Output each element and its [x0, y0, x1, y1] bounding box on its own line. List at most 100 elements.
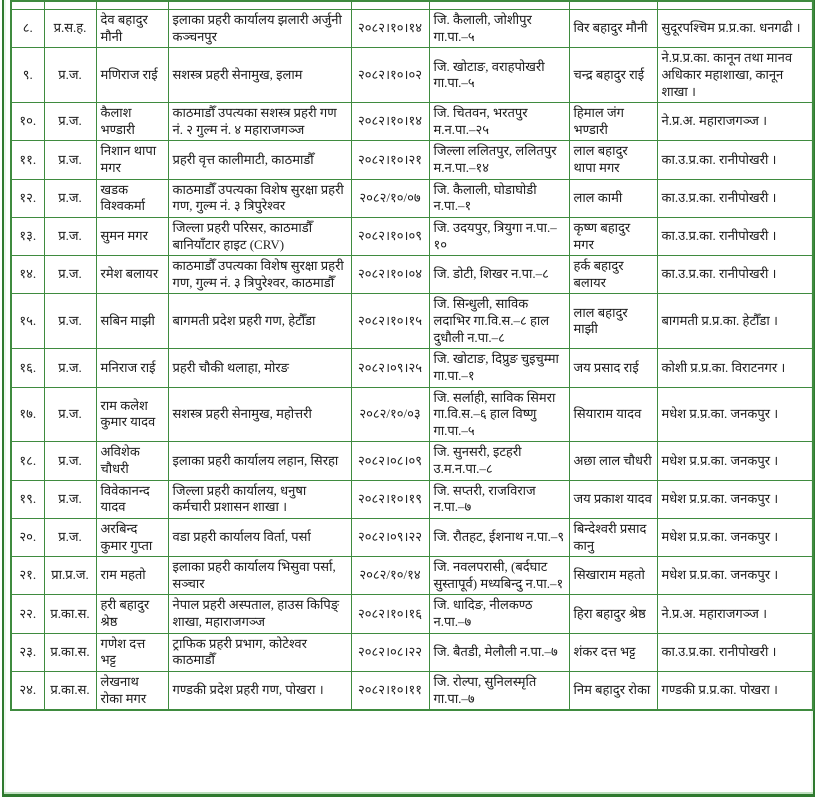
cell-office: नेपाल प्रहरी अस्पताल, हाउस किपिङ् शाखा, …: [167, 594, 352, 634]
cell-relative_name: चन्द्र बहादुर राई: [568, 47, 658, 104]
cell-rank: प्र.ज.: [43, 140, 97, 180]
table-row: १३. प्र.ज. सुमन मगर जिल्ला प्रहरी परिसर, का…: [10, 216, 814, 257]
cell-sn: ११.: [10, 140, 45, 180]
cell-name: मणिराज राई: [95, 47, 169, 104]
cell-relative_name: लाल बहादुर थापा मगर: [568, 140, 658, 180]
cell-name: मनिराज राई: [95, 348, 169, 388]
cell-sn: ८.: [10, 8, 45, 49]
cell-posting: गण्डकी प्र.प्र.का. पोखरा ।: [656, 670, 814, 711]
cell-date: २०८२।१०।०४: [350, 255, 430, 295]
cell-relative_name: लाल बहादुर माझी: [568, 293, 658, 350]
cell-sn: १४.: [10, 255, 45, 295]
cell-date: २०८२।१०।१६: [350, 594, 430, 634]
cell-date: २०८२।१०।०२: [350, 47, 430, 104]
partial-cell: [656, 1, 814, 10]
cell-office: काठमाडौँ उपत्यका विशेष सुरक्षा प्रहरी गण…: [167, 255, 352, 295]
cell-name: विवेकानन्द यादव: [95, 479, 169, 519]
cell-date: २०८२।१०।१५: [350, 293, 430, 350]
cell-name: लेखनाथ रोका मगर: [95, 670, 169, 711]
cell-office: प्रहरी वृत्त कालीमाटी, काठमाडौँ: [167, 140, 352, 180]
cell-office: काठमाडौँ उपत्यका सशस्त्र प्रहरी गण नं. २…: [167, 102, 352, 142]
cell-name: खडक विश्वकर्मा: [95, 178, 169, 218]
cell-relative_name: बिन्देश्वरी प्रसाद कानु: [568, 517, 658, 558]
cell-date: २०८२/१०/०३: [350, 386, 430, 443]
cell-address: जि. चितवन, भरतपुर म.न.पा.–२५: [428, 102, 570, 142]
cell-date: २०८२।०८।०९: [350, 441, 430, 481]
cell-relative_name: सिखाराम महतो: [568, 556, 658, 596]
cell-rank: प्र.ज.: [43, 479, 97, 519]
cell-posting: ने.प्र.प्र.का. कानून तथा मानव अधिकार महा…: [656, 47, 814, 104]
cell-rank: प्र.ज.: [43, 348, 97, 388]
cell-relative_name: कृष्ण बहादुर मगर: [568, 216, 658, 257]
cell-rank: प्र.ज.: [43, 216, 97, 257]
cell-rank: प्र.ज.: [43, 517, 97, 558]
partial-cell: [10, 1, 45, 10]
cell-sn: १८.: [10, 441, 45, 481]
cell-name: कैलाश भण्डारी: [95, 102, 169, 142]
cell-name: रमेश बलायर: [95, 255, 169, 295]
cell-address: जि. सुनसरी, इटहरी उ.म.न.पा.–८: [428, 441, 570, 481]
cell-rank: प्र.का.स.: [43, 594, 97, 634]
cell-posting: का.उ.प्र.का. रानीपोखरी ।: [656, 632, 814, 672]
cell-office: इलाका प्रहरी कार्यालय झलारी अर्जुनी कञ्च…: [167, 8, 352, 49]
cell-sn: १७.: [10, 386, 45, 443]
cell-relative_name: अछा लाल चौधरी: [568, 441, 658, 481]
cell-sn: २१.: [10, 556, 45, 596]
cell-posting: ने.प्र.अ. महाराजगञ्ज ।: [656, 594, 814, 634]
table-row: ११. प्र.ज. निशान थापा मगर प्रहरी वृत्त काली…: [10, 140, 814, 180]
table-row: १४. प्र.ज. रमेश बलायर काठमाडौँ उपत्यका विशे…: [10, 255, 814, 295]
partial-row-top: [10, 1, 814, 10]
cell-posting: ने.प्र.अ. महाराजगञ्ज ।: [656, 102, 814, 142]
cell-name: गणेश दत्त भट्ट: [95, 632, 169, 672]
cell-relative_name: लाल कामी: [568, 178, 658, 218]
cell-date: २०८२।१०।११: [350, 670, 430, 711]
cell-name: राम कलेश कुमार यादव: [95, 386, 169, 443]
cell-address: जि. खोटाङ, दिप्रुङ चुइचुम्मा गा.पा.–१: [428, 348, 570, 388]
cell-office: सशस्त्र प्रहरी सेनामुख, इलाम: [167, 47, 352, 104]
cell-address: जि. धादिङ, नीलकण्ठ न.पा.–७: [428, 594, 570, 634]
cell-posting: मधेश प्र.प्र.का. जनकपुर ।: [656, 386, 814, 443]
table-row: १८. प्र.ज. अविशेक चौधरी इलाका प्रहरी कार्या…: [10, 441, 814, 481]
cell-date: २०८२।१०।१४: [350, 102, 430, 142]
cell-posting: मधेश प्र.प्र.का. जनकपुर ।: [656, 441, 814, 481]
table-row: १६. प्र.ज. मनिराज राई प्रहरी चौकी थलाहा, मो…: [10, 348, 814, 388]
table-row: १०. प्र.ज. कैलाश भण्डारी काठमाडौँ उपत्यका स…: [10, 102, 814, 142]
cell-relative_name: हिरा बहादुर श्रेष्ठ: [568, 594, 658, 634]
cell-sn: १५.: [10, 293, 45, 350]
cell-posting: बागमती प्र.प्र.का. हेटौँडा ।: [656, 293, 814, 350]
cell-office: इलाका प्रहरी कार्यालय भिसुवा पर्सा, सञ्च…: [167, 556, 352, 596]
partial-cell: [568, 1, 658, 10]
cell-rank: प्रा.प्र.ज.: [43, 556, 97, 596]
cell-relative_name: हिमाल जंग भण्डारी: [568, 102, 658, 142]
cell-rank: प्र.का.स.: [43, 670, 97, 711]
partial-cell: [43, 1, 97, 10]
cell-sn: १९.: [10, 479, 45, 519]
partial-cell: [167, 1, 352, 10]
cell-date: २०८२/१०/०७: [350, 178, 430, 218]
cell-sn: १०.: [10, 102, 45, 142]
cell-posting: का.उ.प्र.का. रानीपोखरी ।: [656, 178, 814, 218]
cell-office: बागमती प्रदेश प्रहरी गण, हेटौँडा: [167, 293, 352, 350]
table-row: २३. प्र.का.स. गणेश दत्त भट्ट ट्राफिक प्रहरी…: [10, 632, 814, 672]
cell-rank: प्र.ज.: [43, 255, 97, 295]
cell-rank: प्र.ज.: [43, 178, 97, 218]
partial-cell: [95, 1, 169, 10]
cell-sn: २३.: [10, 632, 45, 672]
cell-address: जि. बैतडी, मेलौली न.पा.–७: [428, 632, 570, 672]
table-row: २४. प्र.का.स. लेखनाथ रोका मगर गण्डकी प्रदेश…: [10, 670, 814, 711]
cell-sn: १२.: [10, 178, 45, 218]
cell-rank: प्र.ज.: [43, 441, 97, 481]
cell-rank: प्र.ज.: [43, 386, 97, 443]
table-row: २२. प्र.का.स. हरी बहादुर श्रेष्ठ नेपाल प्रह…: [10, 594, 814, 634]
cell-rank: प्र.का.स.: [43, 632, 97, 672]
cell-date: २०८२।०९।२२: [350, 517, 430, 558]
cell-date: २०८२।०८।२२: [350, 632, 430, 672]
cell-rank: प्र.स.ह.: [43, 8, 97, 49]
cell-office: वडा प्रहरी कार्यालय विर्ता, पर्सा: [167, 517, 352, 558]
cell-relative_name: निम बहादुर रोका: [568, 670, 658, 711]
cell-name: निशान थापा मगर: [95, 140, 169, 180]
cell-posting: मधेश प्र.प्र.का. जनकपुर ।: [656, 479, 814, 519]
cell-rank: प्र.ज.: [43, 47, 97, 104]
